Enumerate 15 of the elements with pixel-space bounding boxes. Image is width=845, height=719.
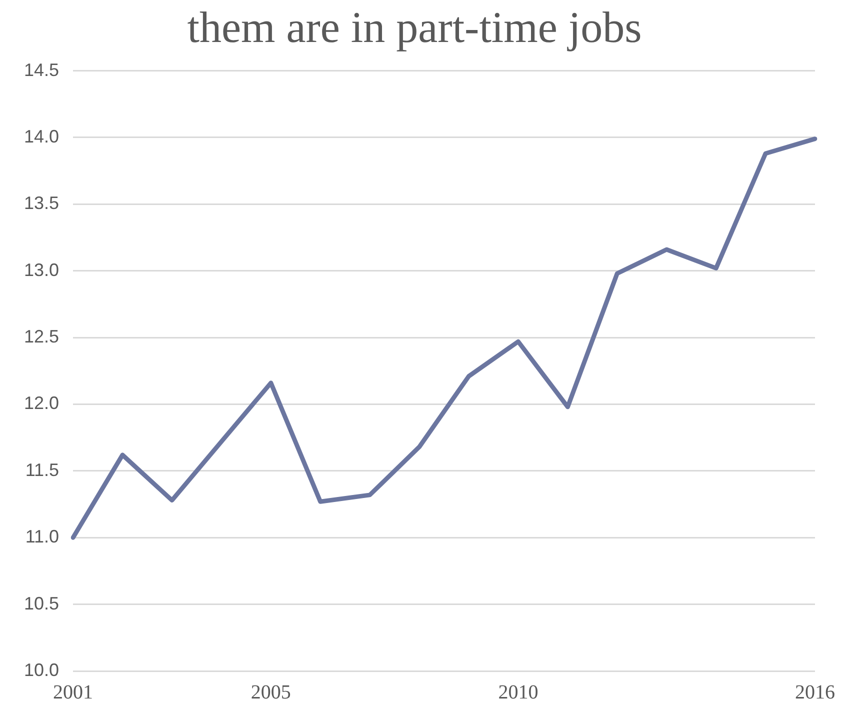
y-tick-label: 13.5 [24,193,60,214]
y-tick-label: 14.0 [24,126,60,146]
x-tick-label: 2001 [53,681,94,704]
y-tick-label: 10.0 [24,660,60,680]
x-tick-label: 2005 [250,681,291,704]
y-tick-label: 11.0 [25,526,60,547]
y-tick-label: 12.5 [24,326,60,347]
y-tick-label: 14.5 [24,60,60,80]
y-tick-label: 10.5 [24,593,60,614]
y-tick-label: 11.5 [25,460,60,480]
y-tick-label: 13.0 [24,260,60,280]
y-tick-label: 12.0 [24,393,60,414]
chart-title: them are in part-time jobs [187,2,642,52]
x-tick-label: 2016 [795,681,835,704]
x-tick-label: 2010 [498,681,538,704]
